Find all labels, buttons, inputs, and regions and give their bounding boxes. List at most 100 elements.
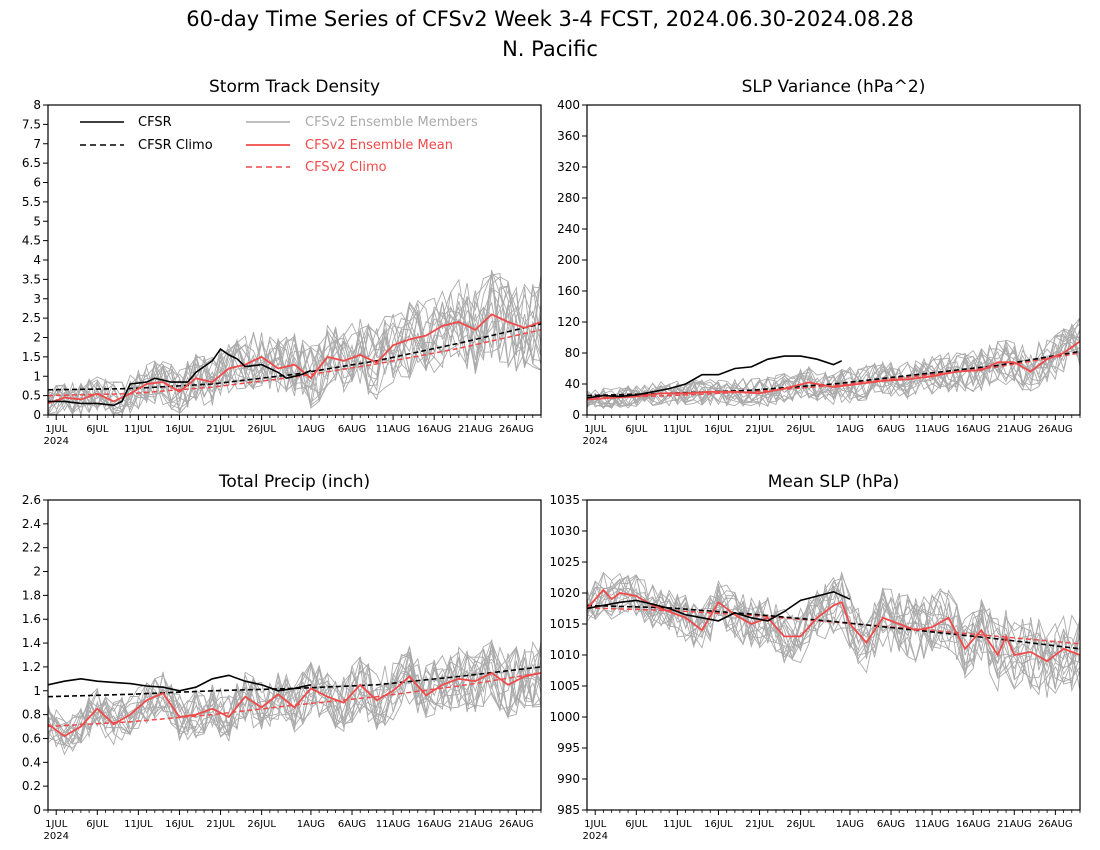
- x-tick-label: 1AUG: [297, 819, 325, 830]
- ensemble-member-line: [587, 579, 1080, 690]
- y-tick-label: 1.2: [22, 660, 41, 674]
- legend-cfsr-climo-label: CFSR Climo: [138, 138, 213, 153]
- series-line-ens-mean: [587, 588, 1080, 663]
- ensemble-member-line: [48, 641, 541, 744]
- series-line-cfsr: [587, 355, 843, 399]
- y-tick-label: 1.4: [22, 636, 41, 650]
- y-tick-label: 985: [557, 803, 580, 817]
- y-tick-label: 1005: [549, 679, 580, 693]
- x-tick-label: 16JUL: [165, 424, 194, 435]
- series-line-ens-mean: [48, 313, 541, 405]
- ensemble-member-line: [587, 574, 1080, 686]
- x-tick-label: 21JUL: [206, 819, 235, 830]
- y-tick-label: 6.5: [22, 156, 41, 170]
- x-tick-label: 11JUL: [124, 424, 153, 435]
- ensemble-member-line: [48, 653, 541, 748]
- y-tick-label: 7.5: [22, 117, 41, 131]
- x-tick-label: 1JUL: [584, 424, 607, 435]
- y-tick-label: 1025: [549, 555, 580, 569]
- x-tick-label: 16AUG: [417, 424, 452, 435]
- x-tick-label: 26AUG: [1038, 424, 1073, 435]
- panel-slp_variance: SLP Variance (hPa^2) 0 40 80 120 160 200 240 280…: [557, 77, 1081, 447]
- y-tick-label: 0: [33, 803, 41, 817]
- y-tick-label: 40: [565, 377, 580, 391]
- y-tick-label: 400: [557, 98, 580, 112]
- x-tick-label: 6JUL: [86, 424, 109, 435]
- y-tick-label: 0.4: [22, 755, 41, 769]
- x-tick-label: 1AUG: [297, 424, 325, 435]
- x-tick-label: 21JUL: [745, 424, 774, 435]
- x-tick-label: 21AUG: [458, 424, 493, 435]
- y-tick-label: 8: [33, 98, 41, 112]
- plot-area: [48, 639, 541, 756]
- panel-storm_track: Storm Track Density 0 0.5 1 1.5 2 2.5 3 3.5 4 4.5 5…: [22, 77, 542, 447]
- y-tick-label: 1: [33, 684, 41, 698]
- x-tick-label: 26AUG: [499, 424, 534, 435]
- x-tick-label: 21AUG: [458, 819, 493, 830]
- plot-frame: [586, 499, 1081, 811]
- x-tick-label: 21AUG: [997, 424, 1032, 435]
- y-tick-label: 120: [557, 315, 580, 329]
- series-line-cfsr: [48, 674, 312, 692]
- legend-members-label: CFSv2 Ensemble Members: [305, 115, 478, 130]
- y-tick-label: 2.2: [22, 541, 41, 555]
- x-tick-label: 11JUL: [663, 819, 692, 830]
- y-tick-label: 2.6: [22, 493, 41, 507]
- y-tick-label: 2: [33, 565, 41, 579]
- ensemble-member-line: [587, 336, 1080, 409]
- y-tick-label: 320: [557, 160, 580, 174]
- y-tick-label: 80: [565, 346, 580, 360]
- y-tick-label: 4: [33, 253, 41, 267]
- x-tick-label: 16JUL: [165, 819, 194, 830]
- series-line-cfsr-climo: [48, 323, 541, 391]
- x-tick-label: 11AUG: [915, 819, 950, 830]
- x-tick-label: 1JUL: [45, 819, 68, 830]
- x-year-label: 2024: [582, 436, 607, 447]
- x-tick-label: 6AUG: [338, 819, 366, 830]
- ensemble-member-line: [587, 584, 1080, 693]
- ensemble-member-line: [587, 317, 1080, 408]
- y-tick-label: 0.8: [22, 708, 41, 722]
- x-tick-label: 26AUG: [499, 819, 534, 830]
- x-tick-label: 11AUG: [376, 819, 411, 830]
- figure-title-line2: N. Pacific: [502, 37, 598, 61]
- x-year-label: 2024: [582, 831, 607, 842]
- x-tick-label: 11JUL: [663, 424, 692, 435]
- legend-cfsv2-climo-label: CFSv2 Climo: [305, 160, 387, 175]
- x-year-label: 2024: [43, 831, 68, 842]
- x-tick-label: 21AUG: [997, 819, 1032, 830]
- y-tick-label: 3.5: [22, 272, 41, 286]
- y-tick-label: 0: [572, 408, 580, 422]
- ensemble-member-line: [48, 277, 541, 414]
- y-tick-label: 4.5: [22, 234, 41, 248]
- y-tick-label: 280: [557, 191, 580, 205]
- x-tick-label: 16JUL: [704, 424, 733, 435]
- x-tick-label: 6AUG: [877, 819, 905, 830]
- y-tick-label: 1.5: [22, 350, 41, 364]
- x-tick-label: 6JUL: [86, 819, 109, 830]
- series-line-cfsv2-climo: [587, 352, 1080, 399]
- ensemble-member-line: [587, 575, 1080, 674]
- series-line-cfsv2-climo: [587, 607, 1080, 645]
- x-tick-label: 6JUL: [625, 819, 648, 830]
- x-tick-label: 21JUL: [206, 424, 235, 435]
- ensemble-member-line: [48, 281, 541, 415]
- ensemble-member-line: [48, 289, 541, 415]
- series-line-cfsr: [48, 347, 312, 407]
- ensemble-member-line: [48, 644, 541, 743]
- plot-area: [48, 269, 541, 415]
- ensemble-member-line: [48, 285, 541, 415]
- x-tick-label: 6JUL: [625, 424, 648, 435]
- plot-frame: [586, 104, 1081, 416]
- panel-title: Total Precip (inch): [218, 472, 370, 492]
- y-tick-label: 2.4: [22, 517, 41, 531]
- series-line-cfsr-climo: [48, 666, 541, 698]
- x-tick-label: 16JUL: [704, 819, 733, 830]
- ensemble-member-line: [48, 646, 541, 742]
- panels: Storm Track Density 0 0.5 1 1.5 2 2.5 3 3.5 4 4.5 5…: [22, 77, 1081, 842]
- x-tick-label: 1JUL: [584, 819, 607, 830]
- x-tick-label: 1JUL: [45, 424, 68, 435]
- y-tick-label: 0.2: [22, 779, 41, 793]
